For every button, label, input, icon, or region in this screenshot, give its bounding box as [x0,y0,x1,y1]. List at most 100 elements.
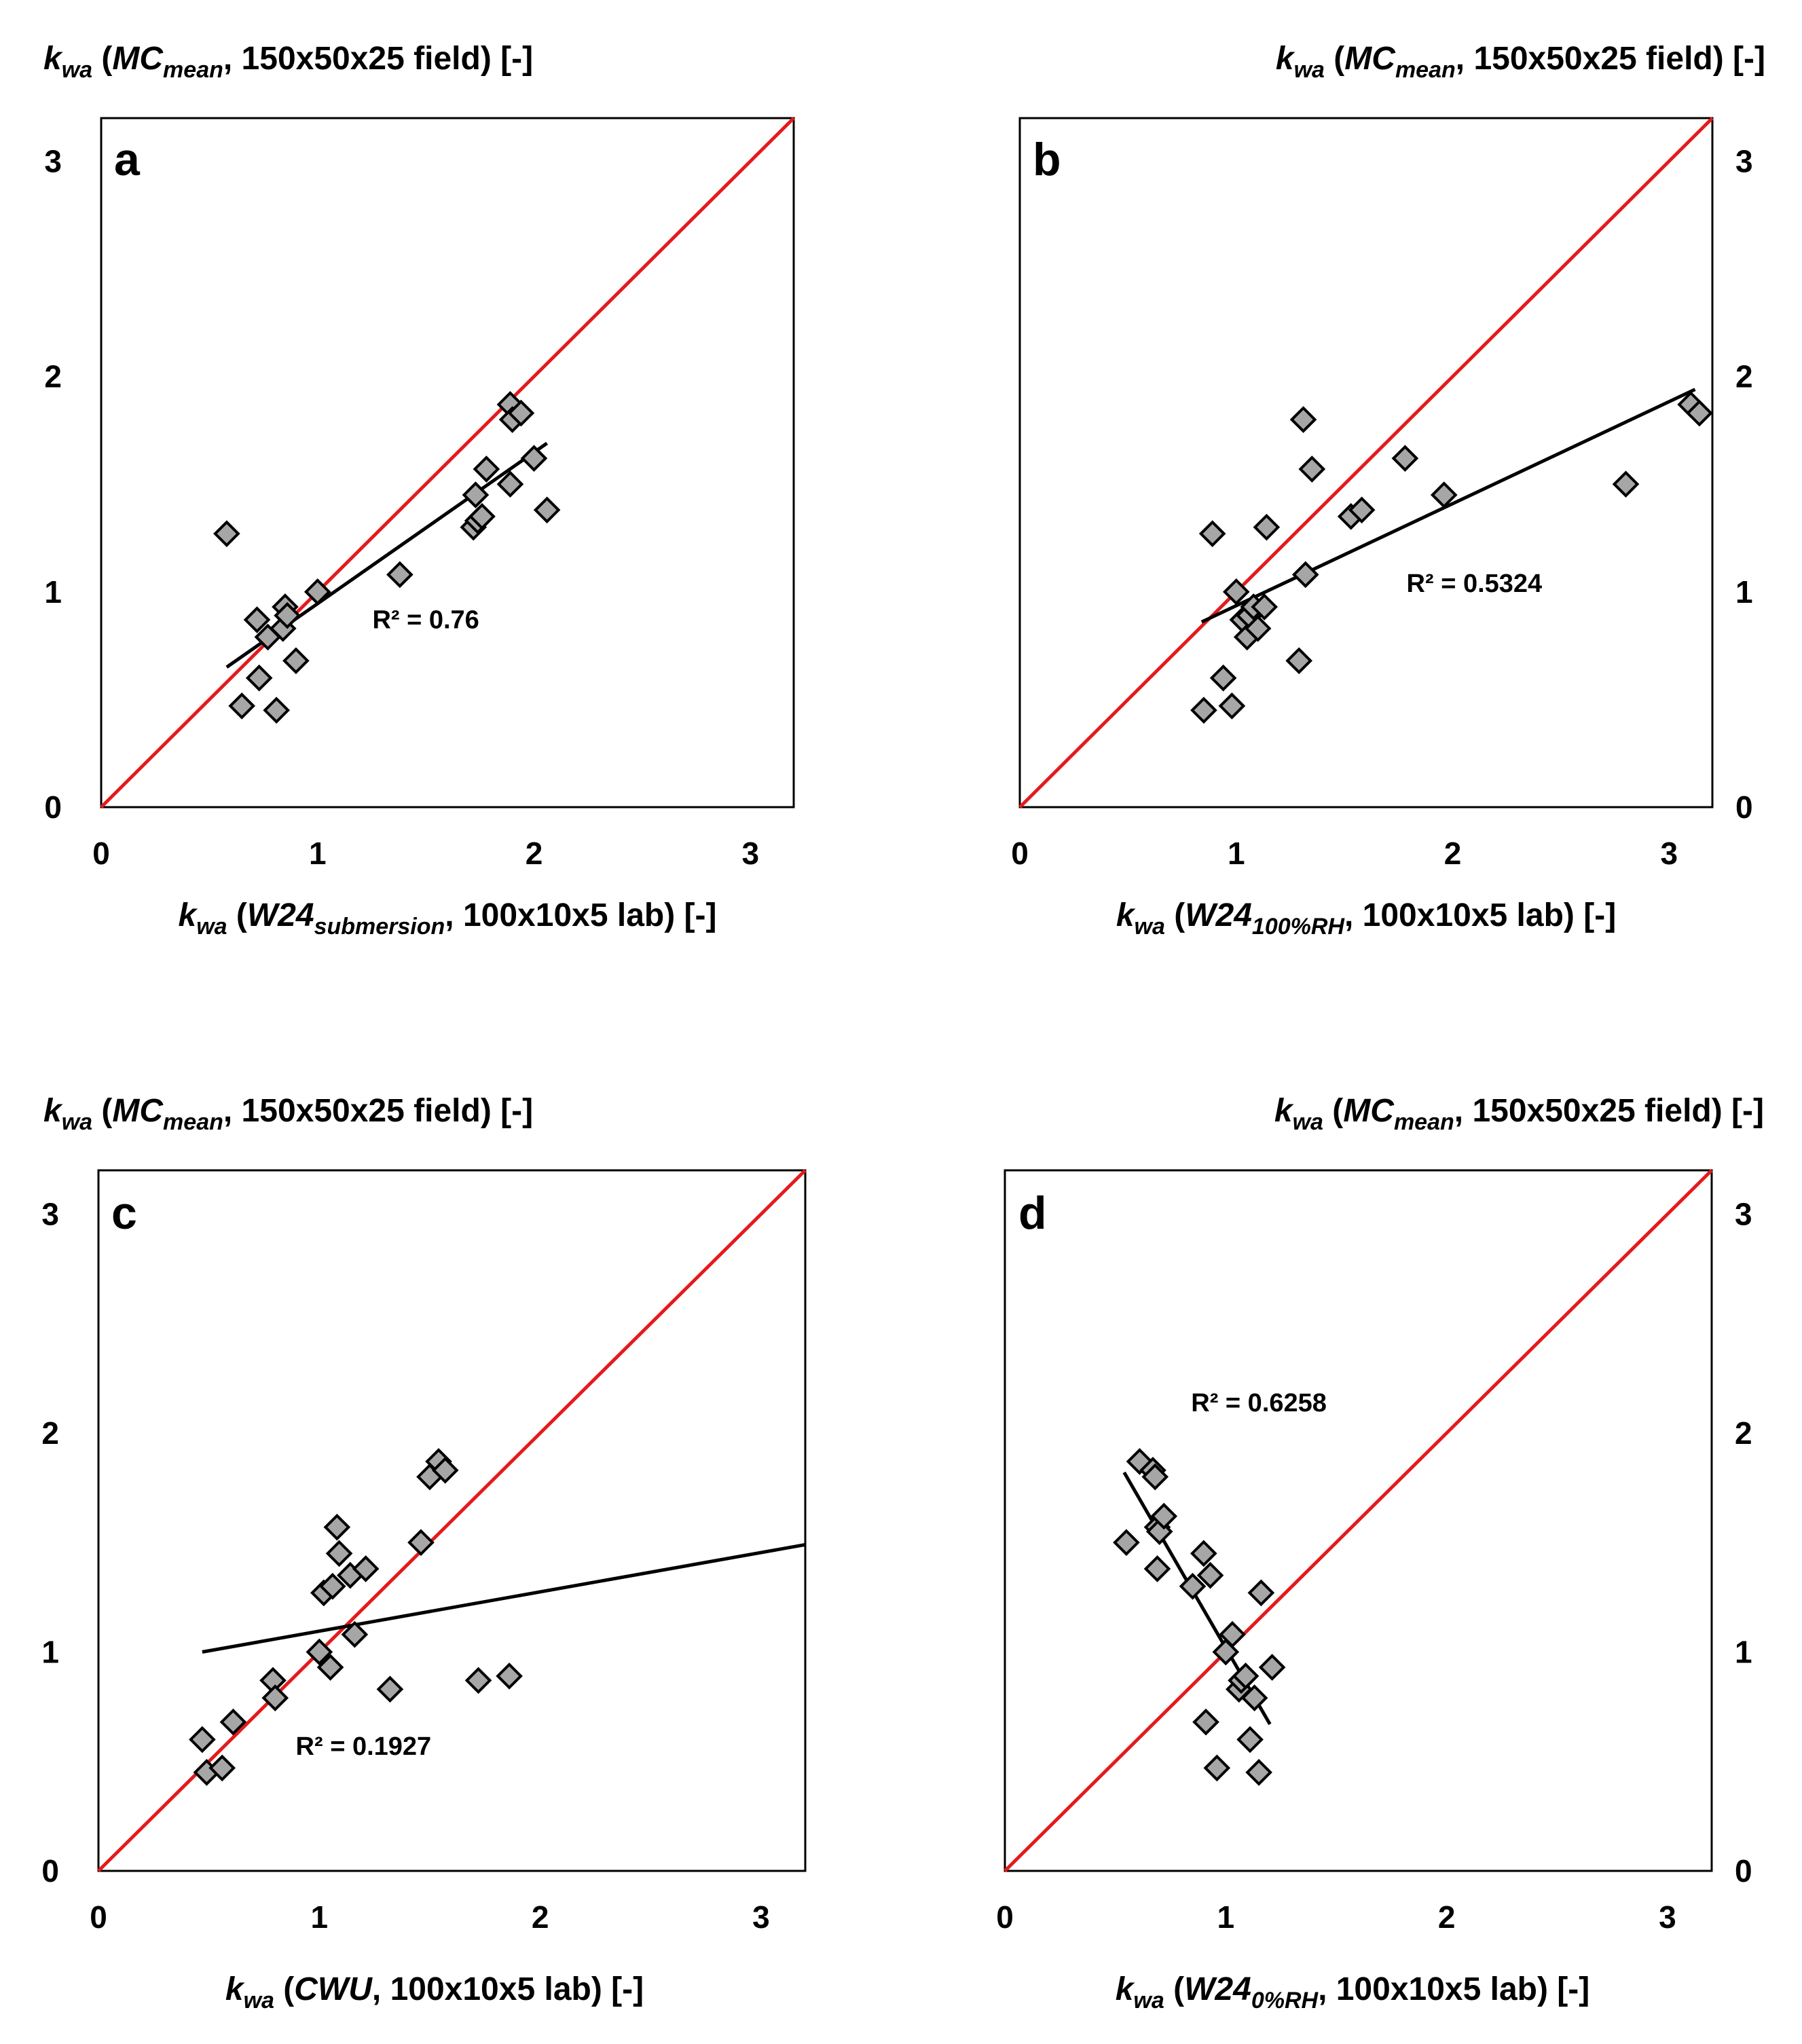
panel-b-data-point [1209,664,1237,692]
panel-a: kwa (MCmean, 150x50x25 field) [-] 0 1 2 3 0… [43,41,795,940]
panel-d-data-point [1240,1684,1268,1712]
panel-a-data-point [245,664,273,692]
panel-d-data-point [1190,1540,1217,1567]
panel-b-r2-label: R² = 0.5324 [1407,570,1543,598]
panel-b-x-tick-label: 2 [1444,836,1462,871]
panel-d-data-point [1258,1654,1286,1681]
panel-a-data-point [533,496,561,524]
panel-d-x-axis-title: kwa (W240%RH, 100x10x5 lab) [-] [1116,1971,1590,2013]
panel-c-y-tick-label: 0 [41,1853,59,1889]
panel-b-data-point [1198,520,1226,548]
panel-b-y-tick-label: 1 [1735,574,1753,610]
panel-c-x-tick-label: 1 [311,1899,329,1935]
panel-a-data-point [213,520,240,548]
panel-b-data-point [1289,406,1317,433]
panel-c-x-tick-label: 0 [90,1899,107,1935]
panel-c-markers [189,1448,523,1786]
panel-c-identity-line [97,1169,807,1872]
panel-a-data-point [282,647,310,675]
panel-d-y-tick-label: 1 [1735,1635,1752,1670]
panel-c-x-axis-title: kwa (CWU, 100x10x5 lab) [-] [225,1971,644,2013]
panel-b-data-point [1253,513,1281,541]
panel-d-data-point [1236,1726,1264,1753]
panel-a-data-point [520,445,548,472]
panel-d-data-point [1179,1572,1207,1600]
panel-c-x-tick-label: 2 [532,1899,549,1935]
panel-d-data-point [1219,1620,1246,1648]
panel-c-data-point [189,1726,216,1753]
panel-c-data-point [352,1555,380,1582]
panel-c-y-tick-label: 2 [41,1415,59,1451]
panel-b: kwa (MCmean, 150x50x25 field) [-] 0 1 2 3 0… [1011,41,1765,940]
panel-d-markers [1113,1448,1286,1786]
panel-b-x-tick-label: 0 [1011,836,1029,871]
panel-c-data-point [316,1654,344,1681]
panel-a-data-point [496,470,524,498]
panel-d-letter: d [1018,1187,1047,1239]
panel-d: kwa (MCmean, 150x50x25 field) [-] 0 1 2 3 0… [996,1093,1764,2013]
panel-b-x-tick-label: 3 [1660,836,1678,871]
panel-a-plot-frame [100,117,795,809]
panel-b-markers [1190,391,1713,724]
panel-a-data-point [468,502,496,530]
panel-a-markers [213,391,561,724]
panel-b-y-tick-label: 2 [1735,359,1753,394]
panel-d-data-point [1150,1502,1178,1530]
panel-c-y-ticks: 0 1 2 3 [41,1197,59,1889]
panel-d-data-point [1113,1529,1140,1557]
panel-a-x-ticks: 0 1 2 3 [92,836,759,871]
panel-d-y-tick-label: 0 [1735,1853,1752,1889]
panel-b-identity-line [1018,117,1714,809]
panel-b-data-point [1218,692,1246,720]
panel-a-y-tick-label: 3 [44,143,62,179]
panel-a-data-point [507,399,535,427]
panel-b-x-tick-label: 1 [1228,836,1245,871]
panel-a-y-ticks: 0 1 2 3 [44,143,62,825]
panel-a-data-point [304,578,331,606]
panel-d-y-tick-label: 2 [1735,1415,1752,1451]
panel-c-data-point [341,1620,369,1648]
panel-c-letter: c [111,1187,137,1239]
panel-c-data-point [319,1572,346,1600]
panel-d-data-point [1247,1579,1275,1607]
panel-d-x-tick-label: 0 [996,1899,1014,1935]
panel-a-x-tick-label: 0 [92,836,110,871]
panel-d-data-point [1232,1662,1259,1690]
panel-c-plot-frame [97,1169,807,1872]
panel-c-data-point [261,1684,289,1712]
panel-a-y-tick-label: 0 [44,789,62,825]
panel-c-y-tick-label: 1 [41,1635,59,1670]
panel-a-y-tick-label: 2 [44,359,62,394]
panel-d-r2-label: R² = 0.6258 [1191,1389,1327,1417]
panel-c-data-point [306,1638,333,1666]
panel-a-x-tick-label: 3 [741,836,759,871]
panel-d-x-ticks: 0 1 2 3 [996,1899,1676,1935]
panel-c-y-axis-title: kwa (MCmean, 150x50x25 field) [-] [43,1093,533,1135]
panel-b-data-point [1244,614,1272,642]
panel-c-data-point [464,1667,492,1694]
panel-c-data-point [323,1513,351,1541]
panel-a-y-axis-title: kwa (MCmean, 150x50x25 field) [-] [43,41,533,83]
panel-c-data-point [407,1529,435,1557]
panel-c: kwa (MCmean, 150x50x25 field) [-] 0 1 2 3 0… [41,1093,807,2013]
panel-b-plot-frame [1018,117,1714,809]
panel-b-trendline [1200,388,1696,624]
panel-c-data-point [431,1456,459,1484]
panel-b-data-point [1612,470,1640,498]
panel-a-x-tick-label: 1 [309,836,327,871]
panel-b-data-point [1291,561,1319,589]
panel-b-data-point [1686,399,1713,427]
panel-d-x-tick-label: 3 [1659,1899,1676,1935]
panel-b-x-axis-title: kwa (W24100%RH, 100x10x5 lab) [-] [1116,897,1616,940]
panel-b-data-point [1298,456,1326,483]
panel-c-data-point [208,1754,236,1782]
panel-d-data-point [1143,1555,1171,1582]
panel-a-data-point [386,561,413,589]
panel-a-x-axis-title: kwa (W24submersion, 100x10x5 lab) [-] [178,897,716,940]
panel-a-data-point [243,606,271,633]
panel-b-letter: b [1033,134,1061,185]
panel-d-data-point [1203,1754,1231,1782]
panel-a-y-tick-label: 1 [44,574,62,610]
panel-c-trendline [202,1543,806,1654]
